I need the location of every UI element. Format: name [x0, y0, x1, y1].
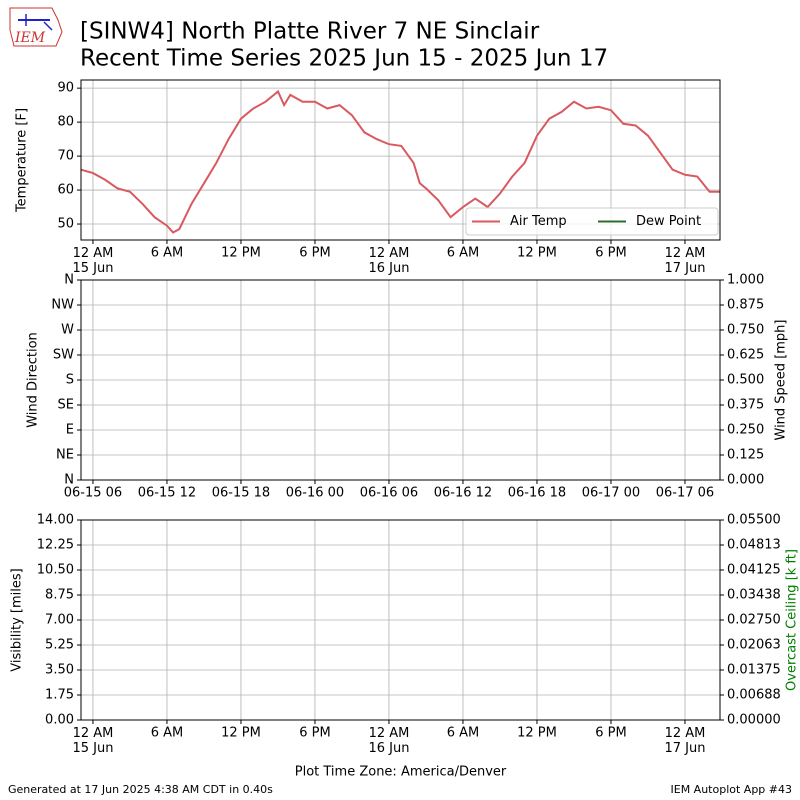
- y2-tick-label: 0.875: [727, 298, 764, 313]
- y-tick-label: N: [64, 473, 74, 488]
- y2-tick-label: 0.250: [727, 423, 764, 438]
- x-tick-label: 6 AM: [151, 246, 184, 261]
- y-tick-label: E: [66, 423, 74, 438]
- plot-frame: [80, 79, 721, 241]
- x-tick-label: 12 AM 17 Jun: [664, 246, 705, 276]
- x-tick-label: 06-16 12: [434, 486, 492, 501]
- y-tick-label: 50: [57, 217, 74, 232]
- x-tick-label: 6 PM: [299, 726, 330, 741]
- y-tick-label: NW: [51, 298, 74, 313]
- series-line: [80, 89, 720, 234]
- y-tick-label: 14.00: [37, 513, 74, 528]
- x-tick-label: 12 AM 15 Jun: [72, 246, 113, 276]
- y-tick-label: 60: [57, 183, 74, 198]
- x-tick-label: 06-15 06: [64, 486, 122, 501]
- panel: 12 AM 15 Jun 6 AM 12 PM 6 PM 12 AM 16 Jun 6 AM 1…: [15, 79, 721, 276]
- y-tick-label: 1.75: [45, 688, 74, 703]
- y2-tick-label: 0.00688: [727, 688, 781, 703]
- x-tick-label: 12 PM: [221, 726, 261, 741]
- x-tick-label: 06-17 00: [582, 486, 640, 501]
- x-tick-label: 12 AM 16 Jun: [368, 726, 409, 756]
- y-axis-label: Visibility [miles]: [10, 568, 25, 671]
- x-tick-label: 6 AM: [151, 726, 184, 741]
- y2-tick-label: 0.500: [727, 373, 764, 388]
- y2-tick-label: 0.02063: [727, 638, 781, 653]
- y2-tick-label: 0.02750: [727, 613, 781, 628]
- y-tick-label: SE: [58, 398, 74, 413]
- legend-label: Dew Point: [636, 214, 701, 229]
- x-tick-label: 12 AM 17 Jun: [664, 726, 705, 756]
- x-tick-label: 12 PM: [221, 246, 261, 261]
- x-tick-label: 12 PM: [517, 246, 557, 261]
- y-tick-label: N: [64, 273, 74, 288]
- x-tick-label: 6 PM: [595, 726, 626, 741]
- plot-frame: [80, 519, 721, 721]
- y-tick-label: 10.50: [37, 563, 74, 578]
- x-tick-label: 12 PM: [517, 726, 557, 741]
- logo-text: IEM: [14, 30, 46, 46]
- y2-tick-label: 0.750: [727, 323, 764, 338]
- x-tick-label: 06-16 06: [360, 486, 418, 501]
- x-tick-label: 12 AM 15 Jun: [72, 726, 113, 756]
- title-line: Recent Time Series 2025 Jun 15 - 2025 Ju…: [80, 46, 608, 72]
- y2-tick-label: 0.05500: [727, 513, 781, 528]
- x-tick-label: 06-15 12: [138, 486, 196, 501]
- x-tick-label: 6 AM: [447, 726, 480, 741]
- x-tick-label: 6 PM: [299, 246, 330, 261]
- x-tick-label: 06-17 06: [656, 486, 714, 501]
- footer-right: IEM Autoplot App #43: [671, 783, 793, 796]
- y-tick-label: NE: [56, 448, 74, 463]
- y2-axis-label: Overcast Ceiling [k ft]: [785, 549, 800, 691]
- x-tick-label: 06-15 18: [212, 486, 270, 501]
- y-tick-label: 7.00: [45, 613, 74, 628]
- y2-tick-label: 0.125: [727, 448, 764, 463]
- footer-left: Generated at 17 Jun 2025 4:38 AM CDT in …: [8, 783, 273, 796]
- y-tick-label: 90: [57, 81, 74, 96]
- y-tick-label: W: [61, 323, 74, 338]
- y2-tick-label: 0.03438: [727, 588, 781, 603]
- y2-tick-label: 0.000: [727, 473, 764, 488]
- y-tick-label: 12.25: [37, 538, 74, 553]
- y-tick-label: SW: [53, 348, 74, 363]
- x-tick-label: 06-16 00: [286, 486, 344, 501]
- y-tick-label: S: [66, 373, 74, 388]
- y2-tick-label: 0.04125: [727, 563, 781, 578]
- y2-tick-label: 0.04813: [727, 538, 781, 553]
- y-axis-label: Temperature [F]: [15, 108, 30, 213]
- y2-tick-label: 0.00000: [727, 713, 781, 728]
- y-axis-label: Wind Direction: [26, 332, 41, 428]
- y2-tick-label: 1.000: [727, 273, 764, 288]
- x-tick-label: 12 AM 16 Jun: [368, 246, 409, 276]
- y-tick-label: 70: [57, 149, 74, 164]
- x-tick-label: 06-16 18: [508, 486, 566, 501]
- y-tick-label: 3.50: [45, 663, 74, 678]
- panel: 06-15 06 06-15 12 06-15 18 06-16 00 06-16 06…: [26, 273, 789, 501]
- panel: 12 AM 15 Jun 6 AM 12 PM 6 PM 12 AM 16 Jun 6 AM 1…: [10, 513, 800, 780]
- y2-tick-label: 0.625: [727, 348, 764, 363]
- y2-axis-label: Wind Speed [mph]: [774, 320, 789, 441]
- logo: IEM: [9, 7, 63, 47]
- y-tick-label: 0.00: [45, 713, 74, 728]
- y2-tick-label: 0.375: [727, 398, 764, 413]
- x-tick-label: 6 PM: [595, 246, 626, 261]
- plot-frame: [80, 279, 721, 481]
- y2-tick-label: 0.01375: [727, 663, 781, 678]
- y-tick-label: 8.75: [45, 588, 74, 603]
- x-tick-label: 6 AM: [447, 246, 480, 261]
- legend-label: Air Temp: [510, 214, 567, 229]
- legend-box: [465, 207, 719, 236]
- x-axis-label: Plot Time Zone: America/Denver: [295, 765, 507, 780]
- y-tick-label: 80: [57, 115, 74, 130]
- title-line: [SINW4] North Platte River 7 NE Sinclair: [80, 19, 540, 45]
- y-tick-label: 5.25: [45, 638, 74, 653]
